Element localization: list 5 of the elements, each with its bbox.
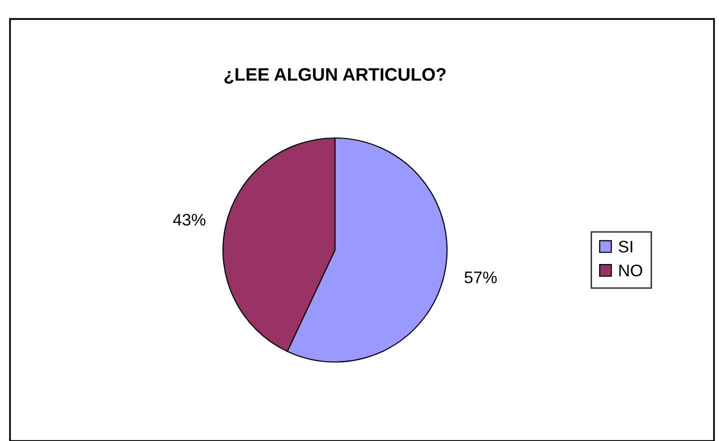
legend-label: SI	[618, 240, 632, 253]
chart-title: ¿LEE ALGUN ARTICULO?	[224, 68, 446, 84]
data-label: 57%	[464, 272, 497, 284]
legend-label: NO	[619, 264, 642, 276]
data-label: 43%	[173, 214, 206, 226]
